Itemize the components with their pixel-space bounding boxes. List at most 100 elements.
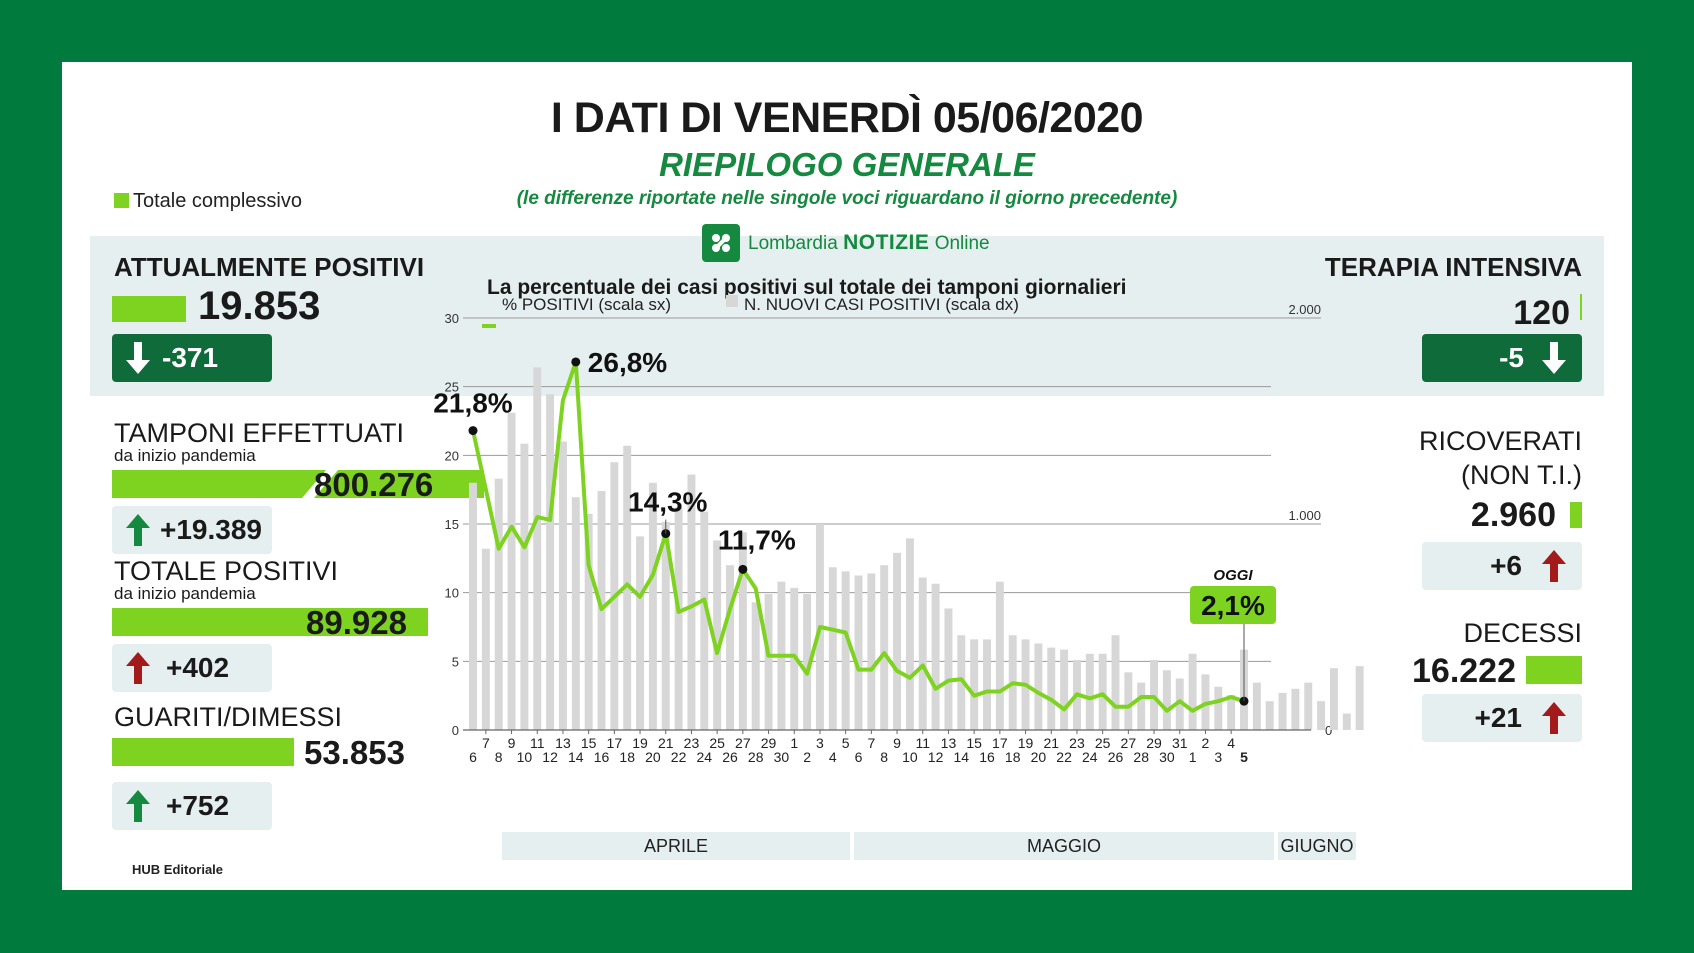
y-left-tick-30: 30 bbox=[445, 311, 459, 326]
ricoverati-label: RICOVERATI bbox=[1418, 426, 1582, 456]
terapia-label: TERAPIA INTENSIVA bbox=[1324, 252, 1582, 282]
bar-new-cases-14 bbox=[648, 482, 657, 730]
x-label-bottom-22: 20 bbox=[1031, 749, 1047, 765]
bar-new-cases-58 bbox=[1214, 686, 1223, 730]
bar-new-cases-26 bbox=[803, 594, 812, 730]
bar-new-cases-13 bbox=[636, 536, 645, 730]
x-label-top-23: 23 bbox=[1069, 735, 1085, 751]
x-label-top-14: 5 bbox=[842, 735, 850, 751]
bar-new-cases-19 bbox=[713, 540, 722, 730]
x-label-bottom-24: 24 bbox=[1082, 749, 1098, 765]
bar-new-cases-56 bbox=[1188, 653, 1197, 730]
bar-new-cases-45 bbox=[1047, 647, 1056, 730]
bar-new-cases-5 bbox=[533, 367, 542, 730]
month-giugno: GIUGNO bbox=[1278, 832, 1356, 860]
x-label-top-18: 13 bbox=[941, 735, 957, 751]
ricoverati-bar bbox=[1570, 502, 1582, 528]
bar-new-cases-41 bbox=[995, 581, 1004, 730]
guariti-label: GUARITI/DIMESSI bbox=[114, 702, 343, 732]
bar-new-cases-6 bbox=[546, 394, 555, 730]
annotation-dot-1 bbox=[571, 357, 581, 367]
bar-new-cases-64 bbox=[1291, 688, 1300, 730]
bar-new-cases-7 bbox=[558, 441, 567, 730]
line-percent-positive bbox=[471, 359, 1245, 713]
ricoverati-sublabel: (NON T.I.) bbox=[1461, 460, 1582, 490]
tamponi-label: TAMPONI EFFETTUATI bbox=[114, 418, 404, 448]
bar-new-cases-50 bbox=[1111, 635, 1120, 730]
x-label-top-8: 23 bbox=[684, 735, 700, 751]
arrow-up-icon bbox=[124, 650, 152, 686]
y-right-tick-0: 0 bbox=[1325, 723, 1332, 738]
x-label-bottom-19: 14 bbox=[954, 749, 970, 765]
x-label-top-9: 25 bbox=[709, 735, 725, 751]
x-label-top-17: 11 bbox=[915, 735, 930, 751]
today-badge-bg bbox=[1190, 586, 1276, 624]
today-tag-label: OGGI bbox=[1213, 567, 1253, 584]
x-label-bottom-18: 12 bbox=[928, 749, 944, 765]
x-label-top-26: 29 bbox=[1146, 735, 1162, 751]
bar-new-cases-63 bbox=[1278, 692, 1287, 730]
x-label-bottom-17: 10 bbox=[902, 749, 918, 765]
x-label-top-3: 13 bbox=[555, 735, 571, 751]
x-label-bottom-15: 6 bbox=[855, 749, 863, 765]
y-right-tick-2.000: 2.000 bbox=[1288, 302, 1321, 317]
x-label-top-27: 31 bbox=[1172, 735, 1188, 751]
bar-new-cases-15 bbox=[661, 521, 670, 730]
x-label-bottom-7: 20 bbox=[645, 749, 661, 765]
attualmente-label: ATTUALMENTE POSITIVI bbox=[114, 252, 425, 282]
lombardia-logo-icon bbox=[702, 224, 740, 262]
tamponi-bar bbox=[112, 470, 484, 498]
decessi-label: DECESSI bbox=[1463, 618, 1582, 648]
x-label-top-10: 27 bbox=[735, 735, 751, 751]
bar-new-cases-21 bbox=[738, 532, 747, 730]
annotation-label-1: 26,8% bbox=[588, 347, 667, 378]
bar-new-cases-46 bbox=[1060, 649, 1069, 730]
arrow-up-icon bbox=[1540, 700, 1568, 736]
legend-total-label: Totale complessivo bbox=[133, 190, 302, 212]
x-label-bottom-1: 8 bbox=[495, 749, 503, 765]
arrow-up-icon bbox=[124, 512, 152, 548]
terapia-value: 120 bbox=[1513, 294, 1570, 332]
bar-new-cases-67 bbox=[1329, 668, 1338, 730]
bar-new-cases-38 bbox=[957, 635, 966, 730]
month-aprile: APRILE bbox=[502, 832, 850, 860]
bar-new-cases-12 bbox=[623, 445, 632, 730]
decessi-value: 16.222 bbox=[1412, 652, 1516, 690]
summary-band bbox=[90, 236, 1604, 396]
x-label-top-21: 19 bbox=[1018, 735, 1034, 751]
bar-new-cases-30 bbox=[854, 575, 863, 730]
x-label-top-15: 7 bbox=[867, 735, 875, 751]
terapia-bar bbox=[1580, 294, 1582, 320]
x-label-bottom-3: 12 bbox=[542, 749, 558, 765]
bar-new-cases-49 bbox=[1098, 653, 1107, 730]
x-label-top-29: 4 bbox=[1227, 735, 1235, 751]
x-label-bottom-4: 14 bbox=[568, 749, 584, 765]
bar-new-cases-34 bbox=[905, 538, 914, 730]
decessi-delta: +21 bbox=[1422, 694, 1582, 742]
x-label-top-1: 9 bbox=[508, 735, 516, 751]
bar-new-cases-48 bbox=[1085, 653, 1094, 730]
bar-new-cases-69 bbox=[1355, 666, 1364, 730]
bar-new-cases-54 bbox=[1162, 670, 1171, 730]
y-left-tick-5: 5 bbox=[452, 654, 459, 669]
totale-sublabel: da inizio pandemia bbox=[114, 584, 256, 603]
bar-new-cases-37 bbox=[944, 608, 953, 730]
x-label-top-20: 17 bbox=[992, 735, 1008, 751]
bar-new-cases-9 bbox=[584, 513, 593, 730]
bar-new-cases-40 bbox=[983, 639, 991, 730]
bar-new-cases-4 bbox=[520, 443, 529, 730]
x-label-bottom-26: 28 bbox=[1133, 749, 1149, 765]
bar-new-cases-28 bbox=[828, 567, 837, 730]
x-label-bottom-23: 22 bbox=[1056, 749, 1072, 765]
bar-new-cases-44 bbox=[1034, 643, 1043, 730]
x-label-top-6: 19 bbox=[632, 735, 648, 751]
bar-new-cases-22 bbox=[751, 602, 760, 730]
x-label-bottom-13: 2 bbox=[803, 749, 811, 765]
attualmente-bar bbox=[112, 296, 186, 322]
totale-delta: +402 bbox=[112, 644, 272, 692]
bar-new-cases-8 bbox=[571, 497, 580, 730]
x-label-top-11: 29 bbox=[761, 735, 777, 751]
bar-new-cases-35 bbox=[918, 577, 927, 730]
page-note: (le differenze riportate nelle singole v… bbox=[516, 188, 1178, 209]
bar-new-cases-39 bbox=[970, 639, 979, 730]
